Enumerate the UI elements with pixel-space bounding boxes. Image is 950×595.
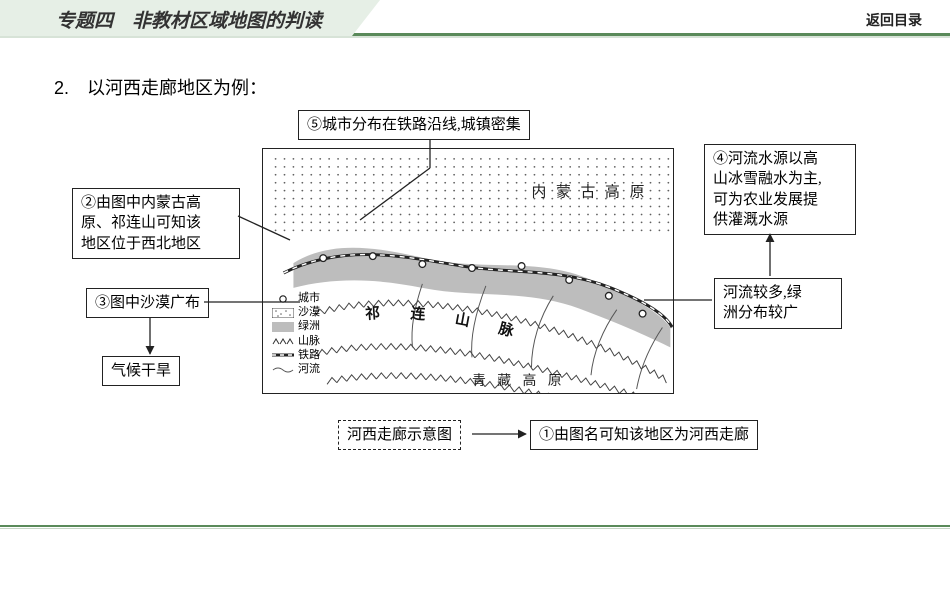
header-underline-shadow [0, 36, 950, 38]
rail-icon [272, 350, 294, 360]
header: 专题四 非教材区域地图的判读 返回目录 [0, 0, 950, 36]
annotation-4-line2: 山冰雪融水为主, [713, 171, 822, 187]
annotation-5: ⑤城市分布在铁路沿线,城镇密集 [298, 110, 530, 140]
footer-rule [0, 525, 950, 529]
legend-desert: 沙漠 [272, 306, 358, 319]
legend-river-label: 河流 [298, 363, 320, 376]
annotation-3b: 气候干旱 [102, 356, 180, 386]
annotation-2-line2: 原、祁连山可知该 [81, 215, 201, 231]
legend-city-label: 城市 [298, 292, 320, 305]
legend-oasis-label: 绿洲 [298, 320, 320, 333]
content: 2. 以河西走廊地区为例： ⑤城市分布在铁路沿线,城镇密集 ②由图中内蒙古高 原… [0, 60, 950, 515]
annotation-2: ②由图中内蒙古高 原、祁连山可知该 地区位于西北地区 [72, 188, 240, 259]
annotation-4-line3: 可为农业发展提 [713, 192, 818, 208]
legend-rail-label: 铁路 [298, 349, 320, 362]
annotation-3b-text: 气候干旱 [111, 363, 171, 379]
desert-icon [272, 308, 294, 318]
map-caption-text: 河西走廊示意图 [347, 427, 452, 443]
annotation-4-line1: ④河流水源以高 [713, 151, 818, 167]
label-inner-mongolia: 内 蒙 古 高 原 [531, 184, 647, 201]
annotation-2-line1: ②由图中内蒙古高 [81, 195, 201, 211]
annotation-1-text: ①由图名可知该地区为河西走廊 [539, 427, 749, 443]
legend-desert-label: 沙漠 [298, 306, 320, 319]
map-legend: 城市 沙漠 绿洲 山脉 铁路 河流 [272, 292, 358, 377]
legend-oasis: 绿洲 [272, 320, 358, 333]
river-icon [272, 365, 294, 375]
annotation-4: ④河流水源以高 山冰雪融水为主, 可为农业发展提 供灌溉水源 [704, 144, 856, 235]
annotation-4b-line1: 河流较多,绿 [723, 285, 802, 301]
legend-city: 城市 [272, 292, 358, 305]
oasis-icon [272, 322, 294, 332]
label-qinghai-tibet: 青 藏 高 原 [472, 372, 566, 389]
mountain-icon [272, 336, 294, 346]
back-link[interactable]: 返回目录 [866, 10, 922, 30]
city-icon [272, 294, 294, 304]
label-qilian: 祁 连 山 脉 [365, 304, 516, 340]
annotation-1: ①由图名可知该地区为河西走廊 [530, 420, 758, 450]
annotation-4b-line2: 洲分布较广 [723, 305, 798, 321]
annotation-5-text: ⑤城市分布在铁路沿线,城镇密集 [307, 117, 521, 133]
legend-range-label: 山脉 [298, 335, 320, 348]
annotation-4b: 河流较多,绿 洲分布较广 [714, 278, 842, 329]
header-tab-decoration [352, 0, 380, 36]
annotation-2-line3: 地区位于西北地区 [81, 236, 201, 252]
annotation-3-text: ③图中沙漠广布 [95, 295, 200, 311]
annotation-4-line4: 供灌溉水源 [713, 212, 788, 228]
header-title: 专题四 非教材区域地图的判读 [56, 11, 322, 32]
page: 专题四 非教材区域地图的判读 返回目录 2. 以河西走廊地区为例： ⑤城市分布在… [0, 0, 950, 535]
map-caption: 河西走廊示意图 [338, 420, 461, 450]
prompt-text: 2. 以河西走廊地区为例： [54, 74, 267, 100]
legend-rail: 铁路 [272, 349, 358, 362]
annotation-3: ③图中沙漠广布 [86, 288, 209, 318]
header-title-tab: 专题四 非教材区域地图的判读 [0, 0, 352, 36]
legend-river: 河流 [272, 363, 358, 376]
legend-range: 山脉 [272, 335, 358, 348]
